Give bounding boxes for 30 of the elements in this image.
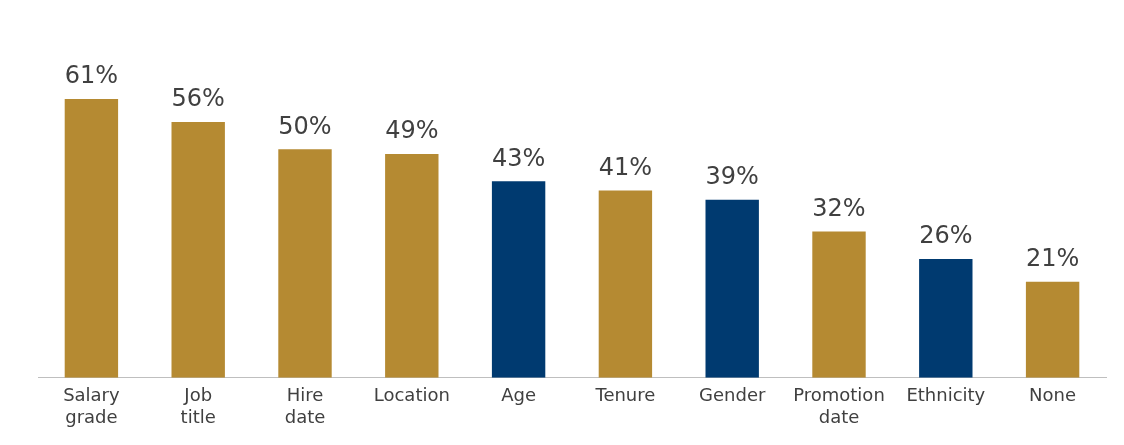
data-label: 56% [171, 84, 225, 113]
bar [171, 121, 225, 378]
x-tick-label: None [1029, 384, 1077, 406]
bar [1025, 281, 1080, 378]
bar [385, 153, 439, 378]
data-label: 41% [598, 152, 653, 181]
data-label: 43% [491, 143, 546, 172]
bar [705, 199, 759, 378]
bar [812, 231, 866, 378]
x-tick-label: Job title [180, 384, 216, 427]
data-label: 61% [64, 61, 119, 90]
data-label: 50% [278, 111, 332, 140]
bar [919, 259, 973, 378]
x-tick-label: Tenure [594, 384, 656, 406]
bar [278, 149, 332, 378]
bar [598, 190, 653, 378]
data-label: 32% [812, 193, 866, 222]
x-tick-label: Hire date [284, 384, 326, 427]
x-tick-label: Salary grade [63, 384, 121, 427]
x-tick-label: Promotion date [793, 384, 885, 427]
data-label: 49% [385, 116, 439, 145]
data-label: 26% [919, 221, 973, 250]
x-tick-label: Ethnicity [906, 384, 986, 406]
bar [491, 181, 546, 378]
data-label: 39% [705, 161, 759, 190]
data-label: 21% [1025, 244, 1080, 273]
x-tick-label: Gender [699, 384, 766, 406]
x-tick-label: Location [373, 384, 450, 406]
bar [64, 99, 119, 378]
x-tick-label: Age [501, 384, 537, 406]
